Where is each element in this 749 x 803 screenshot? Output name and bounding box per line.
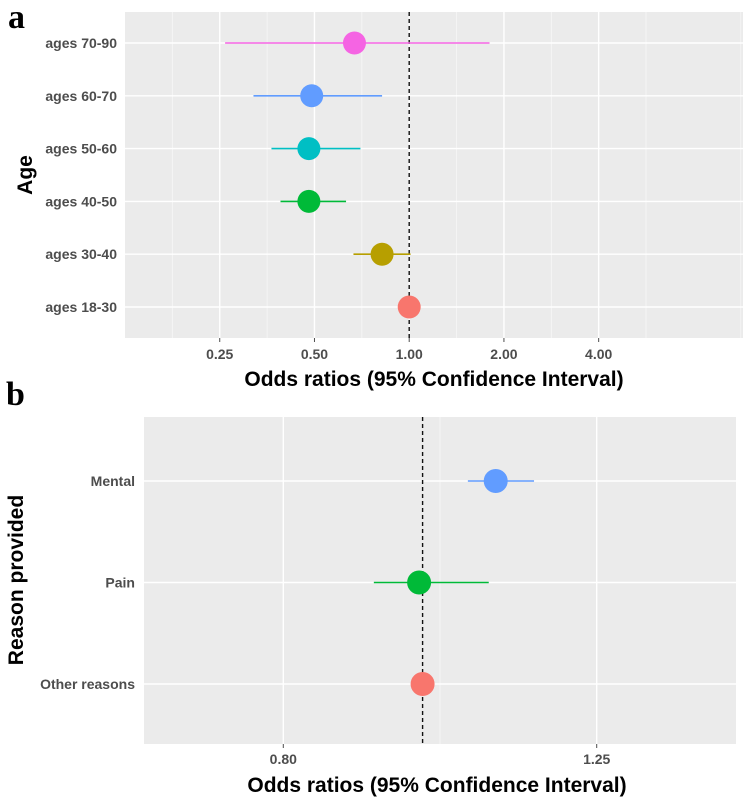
point-ages-18-30 <box>397 295 421 319</box>
panel-b: b Mental Pain Other reasons 0.80 1.25 Odds … <box>5 376 736 797</box>
point-other-reasons <box>410 672 435 696</box>
panel-b-x-tick-labels: 0.80 1.25 <box>270 744 611 767</box>
point-mental <box>483 469 508 493</box>
panel-a-category-labels: ages 70-90 ages 60-70 ages 50-60 ages 40-50… <box>45 35 117 315</box>
panel-a-x-axis-title: Odds ratios (95% Confidence Interval) <box>244 368 623 391</box>
point-ages-70-90 <box>342 31 366 55</box>
category-label-ages-70-90: ages 70-90 <box>45 35 117 51</box>
panel-b-category-labels: Mental Pain Other reasons <box>40 473 135 692</box>
x-tick-label: 1.25 <box>583 751 610 767</box>
panel-b-x-axis-title: Odds ratios (95% Confidence Interval) <box>247 774 626 797</box>
panel-b-letter: b <box>6 376 25 413</box>
panel-b-marks <box>373 469 535 696</box>
panel-a-plot-area <box>125 12 743 338</box>
category-label-ages-40-50: ages 40-50 <box>45 193 117 209</box>
category-label-ages-60-70: ages 60-70 <box>45 88 117 104</box>
x-tick-label: 1.00 <box>396 346 423 362</box>
category-label-ages-30-40: ages 30-40 <box>45 246 117 262</box>
category-label-mental: Mental <box>91 473 135 489</box>
panel-a-y-axis-title: Age <box>14 155 37 195</box>
x-tick-label: 0.25 <box>206 346 233 362</box>
panel-b-y-axis-title: Reason provided <box>5 495 28 665</box>
point-pain <box>407 570 432 595</box>
x-tick-label: 0.50 <box>301 346 328 362</box>
category-label-other-reasons: Other reasons <box>40 676 135 692</box>
x-tick-label: 2.00 <box>490 346 517 362</box>
panel-a: a ages 70-90 ages 60-70 ages 50-60 ages 40-… <box>8 0 743 391</box>
point-ages-50-60 <box>297 137 321 161</box>
panel-a-marks <box>225 31 490 319</box>
category-label-ages-18-30: ages 18-30 <box>45 299 117 315</box>
point-ages-30-40 <box>370 242 394 266</box>
category-label-pain: Pain <box>105 575 135 591</box>
panel-a-x-tick-labels: 0.25 0.50 1.00 2.00 4.00 <box>206 338 613 362</box>
panel-a-letter: a <box>8 0 25 36</box>
point-ages-60-70 <box>300 84 324 108</box>
x-tick-label: 4.00 <box>585 346 612 362</box>
point-ages-40-50 <box>297 189 321 213</box>
category-label-ages-50-60: ages 50-60 <box>45 141 117 157</box>
x-tick-label: 0.80 <box>270 751 297 767</box>
